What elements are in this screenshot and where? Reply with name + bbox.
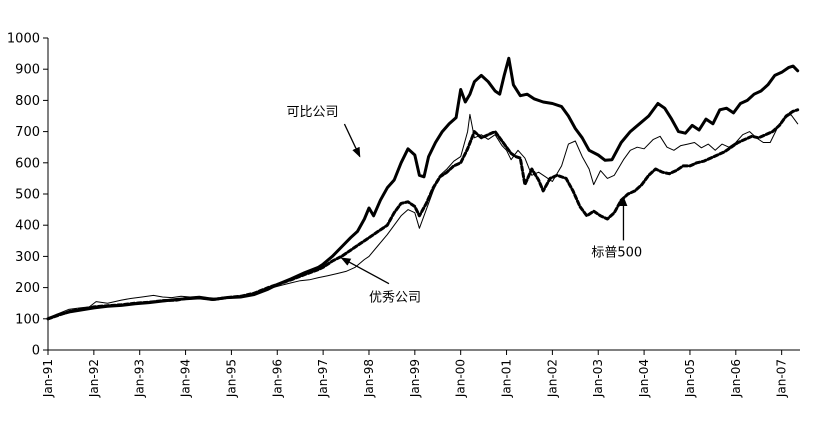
y-tick-label: 200 — [15, 281, 40, 296]
annotation-arrow-1 — [340, 257, 390, 285]
y-tick-label: 300 — [15, 250, 40, 265]
series-line-0 — [46, 56, 800, 321]
x-tick-label: Jan-98 — [362, 359, 376, 398]
y-tick-label: 100 — [15, 312, 40, 327]
x-tick-label: Jan-96 — [270, 359, 284, 398]
axes: 0 100 200 300 400 500 600 700 800 900 1000 Jan-91 Ja… — [7, 32, 800, 398]
y-tick-label: 500 — [15, 188, 40, 203]
y-tick-label: 1000 — [7, 32, 40, 47]
annotation-arrow-0 — [343, 123, 361, 158]
x-tick-label: Jan-07 — [775, 359, 789, 398]
x-tick-label: Jan-97 — [316, 359, 330, 398]
y-tick-label: 700 — [15, 125, 40, 140]
x-tick-label: Jan-03 — [591, 359, 605, 398]
y-tick-label: 900 — [15, 63, 40, 78]
series-layer — [46, 56, 800, 321]
x-tick-label: Jan-95 — [224, 359, 238, 398]
y-tick-label: 600 — [15, 156, 40, 171]
series-line-2 — [46, 108, 800, 321]
annotation-label-1: 优秀公司 — [369, 291, 421, 306]
x-tick-label: Jan-91 — [41, 359, 55, 398]
x-tick-label: Jan-02 — [545, 359, 559, 398]
y-tick-label: 0 — [32, 344, 40, 359]
x-tick-label: Jan-00 — [454, 359, 468, 398]
x-tick-label: Jan-92 — [87, 359, 101, 398]
x-tick-label: Jan-99 — [408, 359, 422, 398]
annotation-label-0: 可比公司 — [286, 105, 338, 120]
y-tick-label: 400 — [15, 219, 40, 234]
x-tick-label: Jan-04 — [637, 359, 651, 398]
y-tick-label: 800 — [15, 94, 40, 109]
x-tick-label: Jan-01 — [500, 359, 514, 398]
annotation-label-2: 标普500 — [591, 245, 642, 260]
x-tick-label: Jan-06 — [729, 359, 743, 398]
series-line-1 — [47, 113, 799, 320]
x-tick-label: Jan-93 — [133, 359, 147, 398]
x-tick-label: Jan-05 — [683, 359, 697, 398]
x-tick-label: Jan-94 — [179, 359, 193, 398]
